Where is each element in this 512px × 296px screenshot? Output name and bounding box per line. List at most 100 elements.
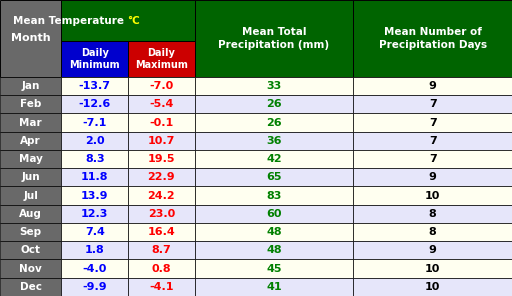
FancyBboxPatch shape — [353, 223, 512, 241]
FancyBboxPatch shape — [128, 132, 195, 150]
FancyBboxPatch shape — [195, 278, 353, 296]
FancyBboxPatch shape — [195, 132, 353, 150]
FancyBboxPatch shape — [195, 241, 353, 260]
FancyBboxPatch shape — [353, 278, 512, 296]
Text: -5.4: -5.4 — [149, 99, 174, 109]
Text: 41: 41 — [266, 282, 282, 292]
Text: -7.0: -7.0 — [149, 81, 174, 91]
FancyBboxPatch shape — [0, 95, 61, 113]
Text: 7: 7 — [429, 136, 437, 146]
FancyBboxPatch shape — [128, 205, 195, 223]
FancyBboxPatch shape — [353, 150, 512, 168]
Text: Apr: Apr — [20, 136, 41, 146]
Text: 83: 83 — [266, 191, 282, 201]
Text: 33: 33 — [266, 81, 282, 91]
Text: 12.3: 12.3 — [81, 209, 109, 219]
FancyBboxPatch shape — [61, 0, 195, 41]
FancyBboxPatch shape — [128, 113, 195, 132]
Text: 8.3: 8.3 — [85, 154, 104, 164]
FancyBboxPatch shape — [195, 113, 353, 132]
Text: 8: 8 — [429, 209, 437, 219]
FancyBboxPatch shape — [128, 260, 195, 278]
Text: Feb: Feb — [20, 99, 41, 109]
Text: Jun: Jun — [22, 172, 40, 182]
FancyBboxPatch shape — [61, 41, 128, 77]
FancyBboxPatch shape — [195, 0, 353, 77]
FancyBboxPatch shape — [195, 260, 353, 278]
Text: -0.1: -0.1 — [149, 118, 174, 128]
FancyBboxPatch shape — [0, 77, 61, 95]
Text: 10: 10 — [425, 191, 440, 201]
Text: 48: 48 — [266, 245, 282, 255]
FancyBboxPatch shape — [0, 113, 61, 132]
FancyBboxPatch shape — [353, 77, 512, 95]
Text: 7: 7 — [429, 99, 437, 109]
Text: 2.0: 2.0 — [85, 136, 104, 146]
Text: 36: 36 — [266, 136, 282, 146]
FancyBboxPatch shape — [0, 260, 61, 278]
FancyBboxPatch shape — [128, 77, 195, 95]
Text: 9: 9 — [429, 245, 437, 255]
Text: 10: 10 — [425, 264, 440, 274]
Text: 13.9: 13.9 — [81, 191, 109, 201]
FancyBboxPatch shape — [353, 95, 512, 113]
Text: Oct: Oct — [20, 245, 41, 255]
FancyBboxPatch shape — [353, 113, 512, 132]
FancyBboxPatch shape — [0, 278, 61, 296]
FancyBboxPatch shape — [128, 241, 195, 260]
Text: 0.8: 0.8 — [152, 264, 171, 274]
FancyBboxPatch shape — [195, 186, 353, 205]
FancyBboxPatch shape — [0, 150, 61, 168]
Text: 42: 42 — [266, 154, 282, 164]
Text: 1.8: 1.8 — [85, 245, 104, 255]
Text: °C: °C — [127, 16, 140, 26]
Text: -4.1: -4.1 — [149, 282, 174, 292]
FancyBboxPatch shape — [128, 150, 195, 168]
FancyBboxPatch shape — [61, 168, 128, 186]
FancyBboxPatch shape — [0, 0, 61, 77]
FancyBboxPatch shape — [353, 0, 512, 77]
Text: Dec: Dec — [20, 282, 41, 292]
Text: 9: 9 — [429, 172, 437, 182]
FancyBboxPatch shape — [128, 95, 195, 113]
FancyBboxPatch shape — [61, 132, 128, 150]
Text: 24.2: 24.2 — [147, 191, 175, 201]
Text: Daily
Maximum: Daily Maximum — [135, 48, 188, 70]
Text: 26: 26 — [266, 118, 282, 128]
FancyBboxPatch shape — [195, 95, 353, 113]
FancyBboxPatch shape — [61, 205, 128, 223]
FancyBboxPatch shape — [0, 223, 61, 241]
Text: -7.1: -7.1 — [82, 118, 107, 128]
Text: Sep: Sep — [19, 227, 42, 237]
Text: 23.0: 23.0 — [147, 209, 175, 219]
FancyBboxPatch shape — [195, 205, 353, 223]
Text: May: May — [19, 154, 42, 164]
Text: 11.8: 11.8 — [81, 172, 109, 182]
FancyBboxPatch shape — [195, 223, 353, 241]
Text: 7: 7 — [429, 118, 437, 128]
Text: 60: 60 — [266, 209, 282, 219]
FancyBboxPatch shape — [0, 241, 61, 260]
FancyBboxPatch shape — [0, 186, 61, 205]
Text: Nov: Nov — [19, 264, 42, 274]
FancyBboxPatch shape — [128, 168, 195, 186]
Text: 45: 45 — [266, 264, 282, 274]
FancyBboxPatch shape — [61, 77, 128, 95]
Text: -13.7: -13.7 — [79, 81, 111, 91]
Text: 26: 26 — [266, 99, 282, 109]
Text: 22.9: 22.9 — [147, 172, 175, 182]
Text: 10.7: 10.7 — [147, 136, 175, 146]
FancyBboxPatch shape — [61, 223, 128, 241]
FancyBboxPatch shape — [0, 168, 61, 186]
Text: Aug: Aug — [19, 209, 42, 219]
FancyBboxPatch shape — [128, 278, 195, 296]
FancyBboxPatch shape — [353, 132, 512, 150]
FancyBboxPatch shape — [61, 260, 128, 278]
FancyBboxPatch shape — [0, 132, 61, 150]
Text: Mean Temperature: Mean Temperature — [13, 16, 127, 26]
FancyBboxPatch shape — [128, 186, 195, 205]
FancyBboxPatch shape — [195, 168, 353, 186]
Text: 8: 8 — [429, 227, 437, 237]
FancyBboxPatch shape — [353, 260, 512, 278]
Text: 7.4: 7.4 — [85, 227, 104, 237]
